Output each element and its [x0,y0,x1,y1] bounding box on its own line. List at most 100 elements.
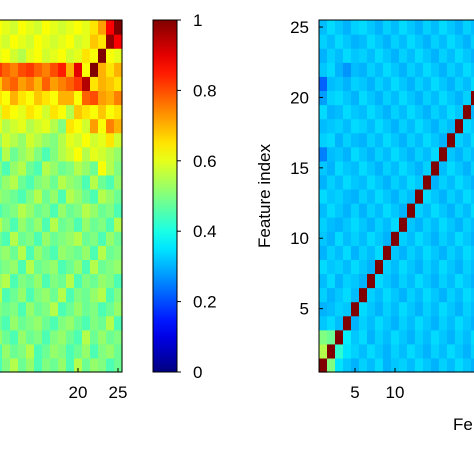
heatmap-cell [106,287,115,303]
heatmap-cell [42,357,51,373]
heatmap-cell [34,90,43,106]
heatmap-cell [10,118,19,134]
heatmap-cell [375,203,384,218]
heatmap-cell [351,259,360,275]
heatmap-cell [66,217,75,232]
heatmap-cell [399,160,408,176]
heatmap-cell [2,20,11,35]
heatmap-cell [399,259,408,275]
heatmap-cell [335,160,344,176]
heatmap-cell [351,329,360,345]
heatmap-cell [106,76,115,91]
heatmap-cell [471,146,474,162]
heatmap-cell [42,132,51,148]
heatmap-cell [335,90,344,106]
heatmap-cell [42,62,51,77]
heatmap-cell [399,20,408,35]
heatmap-cell [343,160,352,176]
heatmap-cell [327,174,336,190]
heatmap-cell [335,273,344,289]
heatmap-cell [367,90,376,106]
heatmap-cell [447,188,456,204]
heatmap-cell [375,245,384,260]
heatmap-cell [18,20,27,35]
heatmap-cell [423,90,432,106]
heatmap-cell [375,217,384,232]
heatmap-cell [106,174,115,190]
heatmap-cell [327,160,336,176]
heatmap-cell [50,287,59,303]
heatmap-cell [98,90,107,106]
heatmap-cell [98,217,107,232]
heatmap-cell [431,174,440,190]
heatmap-cell [114,146,123,162]
heatmap-cell [10,48,19,63]
heatmap-cell [327,259,336,275]
heatmap-cell [351,90,360,106]
heatmap-cell [447,315,456,331]
heatmap-cell [98,245,107,260]
heatmap-cell [351,245,360,260]
heatmap-cell [106,62,115,77]
heatmap-cell [2,104,11,120]
heatmap-cell [351,62,360,77]
heatmap-cell [114,301,123,317]
heatmap-cell [50,315,59,331]
heatmap-cell [471,104,474,120]
heatmap-cell [343,301,352,317]
heatmap-cell [351,34,360,49]
heatmap-cell [26,160,35,176]
heatmap-cell [90,301,99,317]
heatmap-cell [439,34,448,49]
heatmap-cell [383,217,392,232]
heatmap-cell [351,132,360,148]
heatmap-cell [463,343,472,359]
heatmap-cell [447,118,456,134]
heatmap-cell [463,287,472,303]
heatmap-cell [359,301,368,317]
heatmap-cell [335,188,344,204]
heatmap-cell [455,245,464,260]
heatmap-cell [0,146,3,162]
heatmap-cell [383,245,392,260]
heatmap-cell [351,104,360,120]
heatmap-cell [343,20,352,35]
heatmap-cell [351,160,360,176]
heatmap-cell [2,287,11,303]
heatmap-cell [74,146,83,162]
heatmap-cell [42,146,51,162]
heatmap-cell [106,118,115,134]
heatmap-cell [66,118,75,134]
heatmap-cell [2,245,11,260]
heatmap-cell [10,329,19,345]
heatmap-cell [0,231,3,246]
heatmap-cell [375,34,384,49]
heatmap-cell [383,118,392,134]
heatmap-cell [335,259,344,275]
heatmap-cell [0,132,3,148]
heatmap-cell [58,245,67,260]
right-axis-ticks: 5 10 15 20 25 5 10 [290,18,404,402]
heatmap-cell [359,174,368,190]
heatmap-cell [114,259,123,275]
heatmap-cell [2,160,11,176]
heatmap-cell [439,287,448,303]
heatmap-cell [455,48,464,63]
heatmap-cell [42,287,51,303]
heatmap-cell [82,217,91,232]
heatmap-cell [2,343,11,359]
heatmap-cell [375,118,384,134]
heatmap-cell [319,34,328,49]
heatmap-cell [351,315,360,331]
heatmap-cell [463,20,472,35]
heatmap-cell [58,20,67,35]
heatmap-cell [82,160,91,176]
heatmap-cell [50,20,59,35]
heatmap-cell [0,62,3,77]
heatmap-cell [82,301,91,317]
heatmap-cell [66,62,75,77]
heatmap-cell [343,287,352,303]
heatmap-cell [439,160,448,176]
heatmap-cell [463,132,472,148]
heatmap-cell [327,104,336,120]
